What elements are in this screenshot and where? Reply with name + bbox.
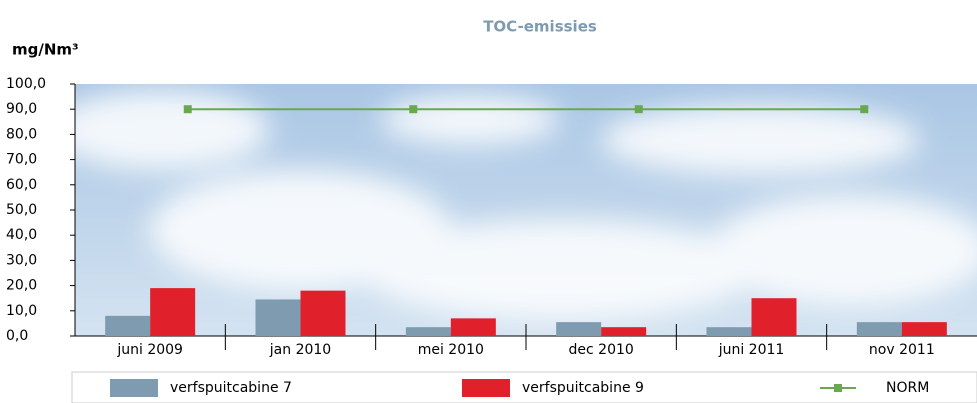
chart: TOC-emissies mg/Nm³ 0,0 10,0 20,0 30,0 40,0 5…	[0, 0, 977, 403]
chart-title: TOC-emissies	[483, 18, 597, 36]
legend-swatch	[110, 379, 158, 397]
y-tick-label: 60,0	[6, 177, 37, 193]
bar	[105, 316, 150, 336]
y-tick-label: 20,0	[6, 278, 37, 294]
x-tick-label: juni 2011	[718, 342, 785, 358]
bar	[752, 298, 797, 336]
bar	[256, 299, 301, 336]
x-tick-label: juni 2009	[116, 342, 183, 358]
y-tick-label: 100,0	[6, 76, 46, 92]
x-tick-label: dec 2010	[569, 342, 634, 358]
bar	[556, 322, 601, 336]
line-marker	[409, 105, 417, 113]
y-tick-label: 0,0	[6, 328, 28, 344]
bar	[301, 291, 346, 336]
line-marker	[860, 105, 868, 113]
y-axis-label: mg/Nm³	[12, 41, 79, 59]
y-tick-label: 10,0	[6, 303, 37, 319]
y-tick-label: 80,0	[6, 126, 37, 142]
legend-swatch	[462, 379, 510, 397]
x-tick-label: jan 2010	[269, 342, 331, 358]
bar	[406, 327, 451, 336]
line-marker	[184, 105, 192, 113]
legend-label: NORM	[886, 380, 929, 396]
bar	[902, 322, 947, 336]
y-tick-label: 50,0	[6, 202, 37, 218]
legend-label: verfspuitcabine 7	[170, 380, 292, 396]
bar	[857, 322, 902, 336]
y-tick-label: 40,0	[6, 227, 37, 243]
y-tick-label: 90,0	[6, 101, 37, 117]
bar	[707, 327, 752, 336]
y-tick-label: 70,0	[6, 152, 37, 168]
bar	[451, 318, 496, 336]
line-marker	[635, 105, 643, 113]
page: {"chart_data": {"type": "bar", "title": …	[0, 0, 977, 403]
bar	[150, 288, 195, 336]
x-tick-label: nov 2011	[869, 342, 935, 358]
bar	[601, 327, 646, 336]
legend-label: verfspuitcabine 9	[522, 380, 644, 396]
x-tick-label: mei 2010	[418, 342, 484, 358]
y-tick-label: 30,0	[6, 252, 37, 268]
legend-swatch	[834, 384, 842, 392]
